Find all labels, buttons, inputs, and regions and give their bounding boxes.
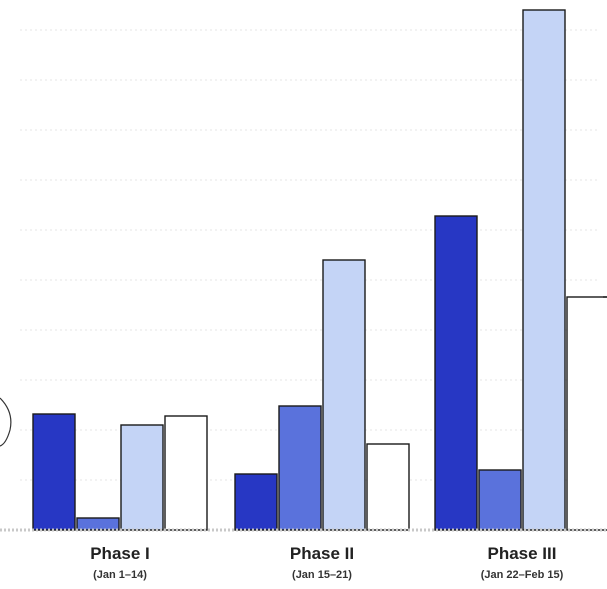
- category-sublabel: (Jan 22–Feb 15): [480, 569, 564, 581]
- bar-3-1: [434, 215, 478, 531]
- category-sublabel: (Jan 15–21): [292, 569, 352, 581]
- bar-3-2: [478, 469, 522, 531]
- bar-2-1: [234, 473, 278, 531]
- bar-1-4: [164, 415, 208, 531]
- bar-1-1: [32, 413, 76, 531]
- bar-2-4: [366, 443, 410, 531]
- category-sublabel: (Jan 1–14): [93, 569, 147, 581]
- bar-1-3: [120, 424, 164, 531]
- category-label: Phase III: [487, 544, 557, 563]
- left-edge-mark: [0, 397, 12, 447]
- bar-3-4: [566, 296, 607, 531]
- bar-2-3: [322, 259, 366, 531]
- category-label: Phase II: [289, 544, 355, 563]
- category-label: Phase I: [90, 544, 150, 563]
- bar-2-2: [278, 405, 322, 531]
- bar-1-2: [76, 517, 120, 531]
- bars: [32, 9, 607, 531]
- bar-3-3: [522, 9, 566, 531]
